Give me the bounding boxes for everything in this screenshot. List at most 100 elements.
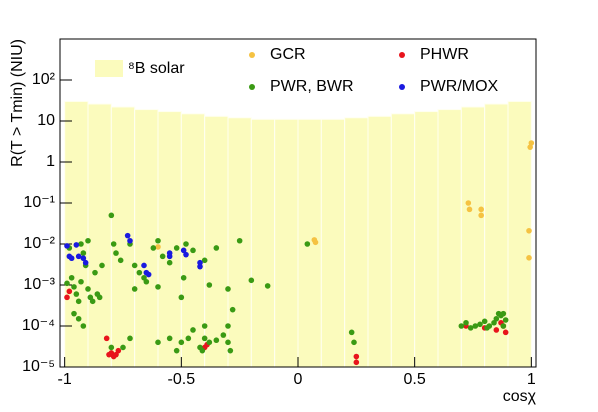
histogram-bar: [367, 115, 392, 368]
data-point: [155, 339, 161, 346]
data-point: [484, 325, 490, 331]
data-point: [472, 323, 479, 329]
data-point: [145, 271, 152, 278]
data-point: [213, 245, 220, 251]
legend-marker: [399, 52, 405, 58]
legend-marker: [399, 84, 405, 90]
data-point: [155, 237, 161, 244]
legend-marker: [249, 52, 255, 58]
data-point: [75, 298, 82, 305]
data-point: [124, 232, 131, 239]
data-point: [115, 347, 122, 354]
data-point: [225, 286, 231, 292]
data-point: [201, 323, 208, 329]
data-point: [348, 329, 355, 336]
data-point: [481, 318, 488, 325]
data-point: [236, 237, 243, 244]
data-point: [92, 269, 98, 276]
histogram-bar: [414, 111, 439, 368]
data-point: [131, 286, 138, 292]
histogram-bar: [320, 118, 346, 368]
data-point: [526, 255, 532, 261]
data-point: [304, 241, 311, 247]
data-point: [127, 237, 133, 244]
data-point: [131, 262, 138, 269]
data-point: [117, 257, 124, 264]
x-tick-label: 0.5: [404, 371, 426, 388]
data-point: [467, 325, 474, 331]
data-point: [85, 286, 91, 292]
x-tick-label: -0.5: [168, 371, 196, 388]
y-tick-label: 10⁻¹: [23, 194, 55, 211]
data-point: [197, 259, 203, 266]
histogram-bar: [87, 103, 112, 368]
data-point: [502, 317, 509, 323]
histogram-bar: [204, 115, 229, 368]
data-point: [500, 323, 507, 329]
data-point: [458, 323, 465, 329]
data-point: [110, 241, 117, 247]
data-point: [78, 278, 84, 285]
data-point: [166, 259, 173, 266]
y-tick-label: 10⁻⁴: [22, 317, 55, 334]
legend-label: PWR, BWR: [270, 78, 354, 95]
data-point: [80, 250, 87, 256]
data-point: [103, 335, 110, 342]
data-point: [68, 274, 75, 281]
y-tick-label: 10²: [32, 71, 56, 88]
data-point: [227, 347, 234, 354]
y-axis-label: R(T > Tmin) (NIU): [9, 39, 26, 167]
data-point: [477, 321, 483, 328]
data-point: [185, 335, 192, 342]
data-point: [136, 269, 143, 276]
data-point: [71, 284, 77, 290]
data-point: [108, 344, 115, 351]
data-point: [143, 278, 150, 285]
data-point: [166, 250, 173, 256]
data-point: [68, 255, 75, 262]
data-point: [113, 250, 119, 256]
data-point: [312, 239, 319, 246]
data-point: [225, 323, 231, 329]
legend-label: PWR/MOX: [420, 78, 499, 95]
data-point: [220, 332, 227, 338]
data-point: [108, 212, 115, 219]
data-point: [500, 310, 507, 317]
data-point: [155, 284, 161, 290]
histogram-bar: [390, 113, 416, 368]
data-point: [229, 306, 236, 313]
data-point: [73, 291, 80, 297]
data-point: [190, 327, 196, 333]
data-point: [353, 353, 360, 360]
data-point: [180, 274, 187, 281]
legend-marker: [249, 84, 255, 90]
data-point: [64, 243, 70, 249]
x-tick-label: 0: [294, 371, 303, 388]
data-point: [526, 227, 532, 234]
histogram-bar: [157, 111, 182, 368]
data-point: [85, 237, 91, 244]
data-point: [178, 294, 185, 301]
data-point: [173, 347, 180, 354]
data-point: [120, 344, 126, 351]
x-tick-label: -1: [58, 371, 72, 388]
data-point: [264, 283, 271, 289]
data-point: [127, 335, 133, 342]
histogram-bar: [507, 100, 532, 368]
data-point: [478, 212, 484, 219]
y-tick-label: 10⁻³: [23, 276, 55, 293]
data-point: [225, 339, 231, 346]
data-point: [173, 245, 180, 251]
data-point: [66, 288, 73, 295]
data-point: [206, 282, 213, 288]
data-point: [183, 251, 189, 258]
y-tick-label: 10⁻⁵: [22, 358, 55, 375]
data-point: [180, 247, 187, 254]
data-point: [201, 335, 208, 342]
data-point: [465, 200, 472, 206]
x-tick-label: 1: [527, 371, 536, 388]
data-point: [178, 339, 185, 346]
data-point: [150, 245, 157, 251]
legend-label: PHWR: [420, 46, 469, 63]
data-point: [64, 280, 70, 287]
